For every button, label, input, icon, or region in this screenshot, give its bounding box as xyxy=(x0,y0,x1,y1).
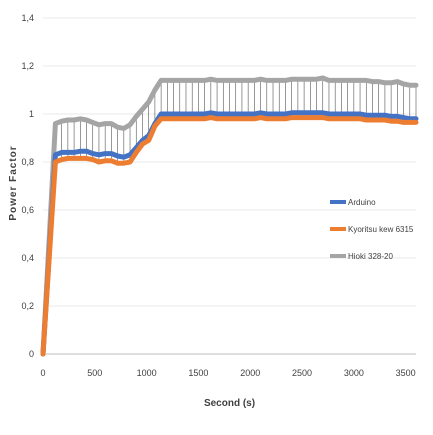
x-tick-label: 1500 xyxy=(188,368,208,378)
y-tick-label: 0,8 xyxy=(21,157,34,167)
y-tick-label: 0 xyxy=(29,349,34,359)
x-tick-label: 0 xyxy=(40,368,45,378)
x-tick-label: 500 xyxy=(87,368,102,378)
y-tick-label: 1,2 xyxy=(21,61,34,71)
series-lines xyxy=(40,75,419,357)
x-tick-label: 2000 xyxy=(240,368,260,378)
x-tick-label: 3500 xyxy=(396,368,416,378)
y-tick-label: 0,6 xyxy=(21,205,34,215)
series-line-2 xyxy=(40,75,419,357)
y-tick-label: 1 xyxy=(29,109,34,119)
x-tick-labels: 0 500 1000 1500 2000 2500 3000 3500 xyxy=(40,368,415,378)
legend-label: Kyoritsu kew 6315 xyxy=(348,225,414,234)
y-tick-label: 0,4 xyxy=(21,253,34,263)
y-axis-title: Power Factor xyxy=(8,145,19,220)
series-line-0 xyxy=(40,110,419,357)
series-line-1 xyxy=(40,115,419,357)
legend: Arduino Kyoritsu kew 6315 Hioki 328-20 xyxy=(330,198,414,261)
legend-label: Arduino xyxy=(348,198,376,207)
y-tick-label: 0,2 xyxy=(21,301,34,311)
x-tick-label: 2500 xyxy=(292,368,312,378)
x-tick-label: 1000 xyxy=(137,368,157,378)
legend-label: Hioki 328-20 xyxy=(348,252,393,261)
y-tick-label: 1,4 xyxy=(21,13,34,23)
x-tick-label: 3000 xyxy=(344,368,364,378)
y-tick-labels: 0 0,2 0,4 0,6 0,8 1 1,2 1,4 xyxy=(21,13,34,359)
x-axis-title: Second (s) xyxy=(204,398,255,409)
